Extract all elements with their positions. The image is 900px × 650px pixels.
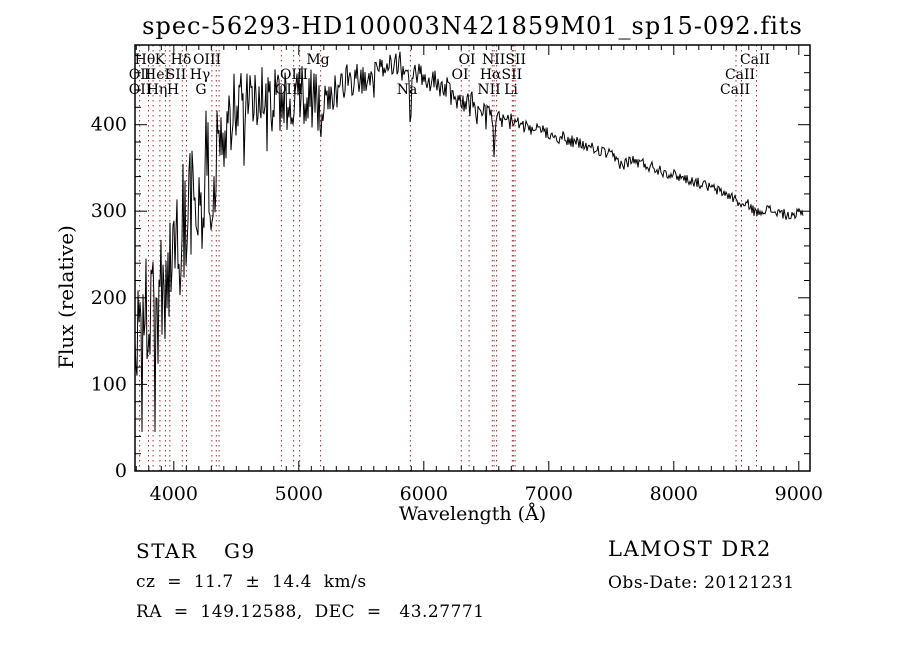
spectral-line-label: SII: [166, 67, 187, 83]
spectrum-trace: [134, 51, 804, 433]
object-subclass-text: G9: [224, 539, 256, 563]
spectral-line-label: CaII: [740, 52, 770, 68]
y-axis-label: Flux (relative): [54, 225, 78, 369]
spectral-line-label: HeI: [144, 67, 170, 83]
spectral-line-label: Li: [504, 82, 518, 98]
spectral-line-label: OI: [458, 52, 475, 68]
x-tick-label: 7000: [525, 483, 573, 505]
spectral-line-label: NII: [477, 82, 500, 98]
spectral-line-label: Hη: [147, 82, 168, 98]
x-tick-label: 6000: [400, 483, 448, 505]
plot-title: spec-56293-HD100003N421859M01_sp15-092.f…: [142, 12, 803, 40]
x-tick-label: 9000: [775, 483, 823, 505]
x-axis-label: Wavelength (Å): [398, 503, 547, 525]
x-tick-label: 5000: [275, 483, 323, 505]
x-tick-label: 8000: [650, 483, 698, 505]
spectral-line-label: K: [155, 52, 166, 68]
object-type-text: STAR: [136, 539, 198, 563]
spectral-line-label: Hδ: [171, 52, 192, 68]
y-tick-label: 300: [91, 200, 127, 222]
spectral-line-label: Hθ: [135, 52, 156, 68]
radial-velocity-text: cz = 11.7 ± 14.4 km/s: [136, 572, 367, 592]
spectral-line-label: NIISII: [482, 52, 526, 68]
spectral-line-label: OIII: [280, 67, 308, 83]
spectral-line-label: H: [167, 82, 179, 98]
y-tick-label: 0: [115, 460, 127, 482]
y-tick-label: 400: [91, 114, 127, 136]
y-tick-label: 100: [91, 373, 127, 395]
spectral-line-label: OI: [451, 67, 468, 83]
obs-date-text: Obs-Date: 20121231: [608, 573, 795, 593]
x-tick-label: 4000: [150, 483, 198, 505]
spectral-line-label: CaII: [720, 82, 750, 98]
spectral-line-label: Mg: [306, 52, 329, 68]
spectral-line-label: HαSII: [480, 67, 522, 83]
spectral-line-label: CaII: [725, 67, 755, 83]
plot-frame: [134, 44, 811, 472]
spectral-line-label: OIII: [193, 52, 221, 68]
spectral-line-label: Hγ: [190, 67, 211, 83]
spectral-line-label: Na: [397, 82, 418, 98]
y-tick-label: 200: [91, 287, 127, 309]
spectral-line-label: G: [195, 82, 206, 98]
survey-name-text: LAMOST DR2: [608, 537, 772, 561]
coordinates-text: RA = 149.12588, DEC = 43.27771: [136, 602, 485, 622]
